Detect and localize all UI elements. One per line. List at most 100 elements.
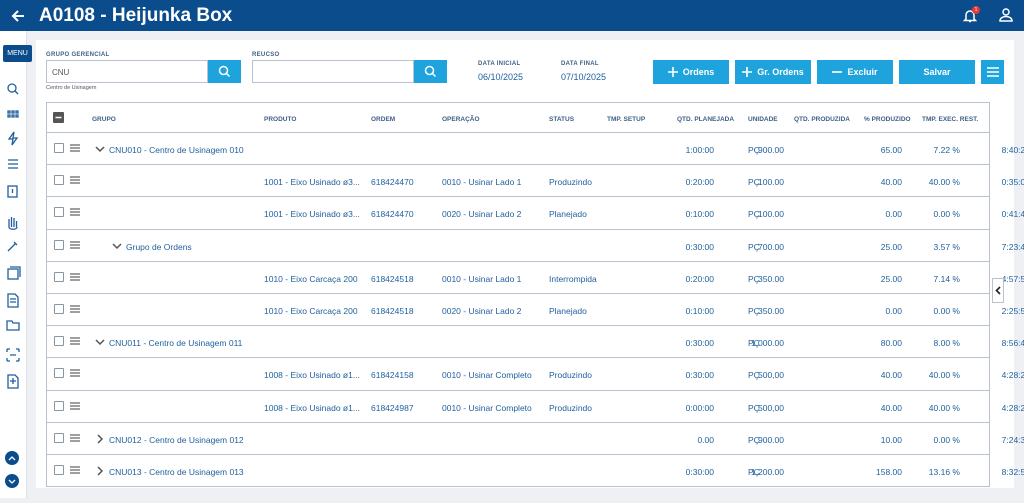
drag-handle[interactable] [70,144,80,152]
user-menu[interactable] [999,8,1013,22]
table-cell: 25.00 [880,241,902,252]
column-header: TMP. EXEC. REST. [922,116,979,123]
table-header: GRUPO PRODUTO ORDEM OPERAÇÃO STATUS TMP. SETU… [47,103,989,132]
drag-handle[interactable] [70,305,80,313]
date-value[interactable]: 07/10/2025 [561,72,607,82]
options-button[interactable] [981,60,1004,84]
drag-handle[interactable] [70,208,80,216]
field-hint: Centro de Usinagem [46,85,97,91]
table-cell: CNU011 - Centro de Usinagem 011 [109,338,243,349]
action-button[interactable]: Salvar [899,60,975,84]
table-cell: 1010 - Eixo Carcaça 200 [264,306,358,316]
table-cell: PÇ [748,434,760,445]
table-cell: 4:28:20 [1001,402,1024,413]
row-checkbox[interactable] [54,336,64,347]
table-row: 1001 - Eixo Usinado ø3... 618424470 0020 -… [47,196,1024,228]
reuso-input[interactable] [252,60,414,83]
grupo-input[interactable]: CNU [46,60,208,83]
table-cell: 1:00:00 [685,145,714,155]
search-button[interactable] [414,60,447,83]
drag-handle[interactable] [70,337,80,345]
date-value[interactable]: 06/10/2025 [478,72,524,82]
expand-toggle[interactable] [95,434,105,444]
row-checkbox[interactable] [54,465,64,475]
table-cell: 0.00 % [933,306,960,316]
table-cell: 40.00 [880,370,902,381]
table-cell: Produzindo [549,370,593,381]
row-checkbox[interactable] [54,143,64,153]
table-cell: 900.00 [758,145,784,155]
table-cell: 1001 - Eixo Usinado ø3... [264,177,360,188]
table-cell: 0.00 % [933,434,960,445]
sidebar [0,31,27,498]
table-cell: PÇ [748,241,760,252]
notification-badge: 1 [972,6,980,14]
table-cell: 618424158 [371,370,414,381]
drag-handle[interactable] [70,273,80,281]
field-label: REUCSO [252,52,280,58]
table-cell: 0010 - Usinar Completo [442,370,532,381]
expand-toggle[interactable] [95,144,105,154]
row-checkbox[interactable] [54,271,64,282]
column-header: ORDEM [371,116,396,123]
menu-button[interactable]: MENU [3,45,32,62]
table-cell: 0:10:00 [685,209,714,220]
table-cell: 0:30:00 [685,338,714,349]
table-cell: 7:23:45 [1001,241,1024,252]
row-checkbox[interactable] [54,368,64,379]
app-header: A0108 - Heijunka Box 1 [0,0,1024,31]
expand-toggle[interactable] [95,337,105,347]
search-button[interactable] [208,60,241,83]
drag-handle[interactable] [70,466,80,474]
row-checkbox[interactable] [54,239,64,250]
select-all[interactable] [53,112,64,123]
table-row: CNU011 - Centro de Usinagem 011 0:30:00 1.… [47,325,1024,357]
table-cell: PÇ [748,209,760,220]
table-cell: 1001 - Eixo Usinado ø3... [264,209,360,220]
back-button[interactable] [10,8,26,24]
column-header: OPERAÇÃO [442,116,480,123]
drag-handle[interactable] [70,176,80,184]
row-checkbox[interactable] [54,207,64,218]
row-checkbox[interactable] [54,400,64,411]
table-cell: CNU013 - Centro de Usinagem 013 [109,467,244,477]
drag-handle[interactable] [70,401,80,410]
drag-handle[interactable] [70,369,80,377]
column-header: STATUS [549,116,575,123]
action-button[interactable]: Ordens [653,60,729,84]
expand-toggle[interactable] [95,466,105,476]
table-cell: 40.00 [880,402,902,413]
sidebar-icons [5,83,21,488]
table-cell: 0:30:00 [685,370,714,381]
column-header: PRODUTO [264,116,297,123]
table-row: 1010 - Eixo Carcaça 200 618424518 0020 - U… [47,293,1024,325]
table-cell: 0.00 [885,209,902,220]
table-cell: 4:57:55 [1001,273,1024,284]
table-row: CNU010 - Centro de Usinagem 010 1:00:00 90… [47,132,1024,164]
table-row: 1001 - Eixo Usinado ø3... 618424470 0010 -… [47,164,1024,196]
drag-handle[interactable] [70,434,80,442]
table-cell: 1.200.00 [750,467,784,477]
expand-toggle[interactable] [112,241,122,251]
table-cell: 618424987 [371,402,414,413]
table-cell: PÇ [748,145,760,155]
table-row: Grupo de Ordens 0:30:00 700.00 PÇ 25.00 3.57 … [47,228,1024,261]
table-cell: CNU012 - Centro de Usinagem 012 [109,434,244,445]
collapse-tab[interactable] [992,278,1004,303]
row-checkbox[interactable] [54,304,64,314]
action-button[interactable]: Gr. Ordens [735,60,811,84]
table-cell: Produzindo [549,402,593,413]
table-cell: 0010 - Usinar Lado 1 [442,273,522,284]
table-cell: 40.00 [880,177,902,188]
button-label: Ordens [682,67,715,77]
row-checkbox[interactable] [54,175,64,186]
row-checkbox[interactable] [54,432,64,443]
table-cell: 40.00 % [928,370,960,381]
table-cell: Interrompida [549,273,597,284]
table-cell: PÇ [748,177,760,188]
action-button[interactable]: Excluir [817,60,893,84]
button-icon [667,67,678,77]
table-cell: 1010 - Eixo Carcaça 200 [264,273,358,284]
drag-handle[interactable] [70,240,80,249]
table-cell: 500,00 [758,402,784,413]
